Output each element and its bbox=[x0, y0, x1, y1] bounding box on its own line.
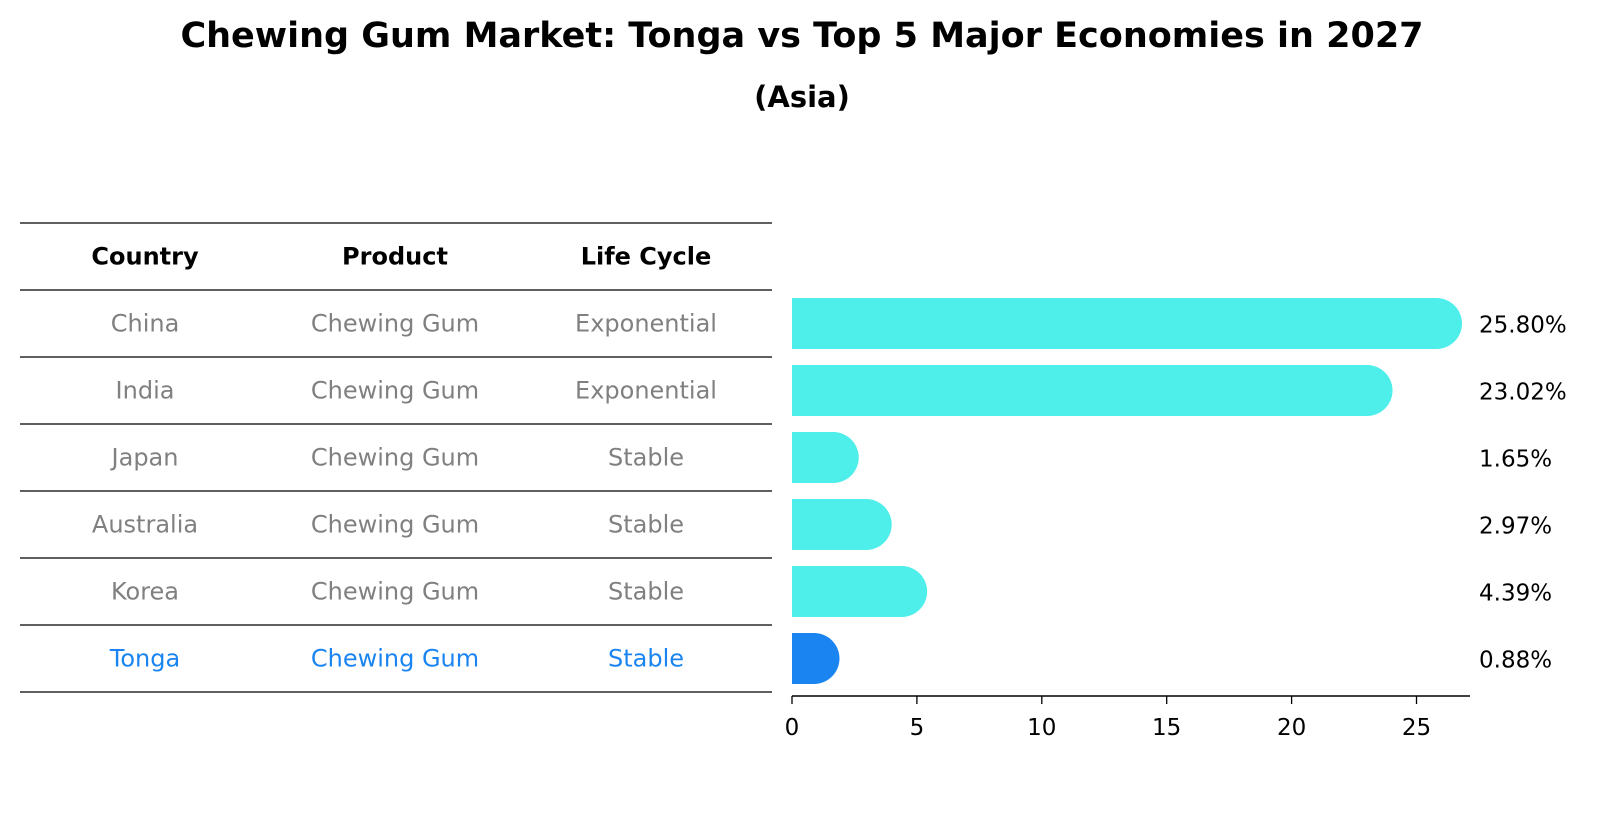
bar-tonga bbox=[792, 633, 840, 684]
x-tick-label: 0 bbox=[785, 715, 800, 741]
bar-australia bbox=[792, 499, 892, 550]
table-cell-country: China bbox=[111, 310, 180, 338]
table-cell-product: Chewing Gum bbox=[311, 444, 479, 472]
x-tick-label: 10 bbox=[1027, 715, 1056, 741]
bar-japan bbox=[792, 432, 859, 483]
header-life-cycle: Life Cycle bbox=[581, 243, 712, 271]
table-row: Tonga Chewing Gum Stable bbox=[109, 645, 684, 673]
table-cell-country: Australia bbox=[92, 511, 198, 539]
value-label-australia: 2.97% bbox=[1479, 514, 1552, 540]
chart-subtitle: (Asia) bbox=[754, 80, 850, 114]
table-cell-country: Korea bbox=[111, 578, 179, 606]
table-cell-product: Chewing Gum bbox=[311, 578, 479, 606]
value-label-tonga: 0.88% bbox=[1479, 648, 1552, 674]
table-cell-life-cycle: Stable bbox=[608, 645, 684, 673]
bar-series bbox=[792, 298, 1462, 684]
value-labels: 25.80% 23.02% 1.65% 2.97% 4.39% 0.88% bbox=[1479, 313, 1567, 674]
header-country: Country bbox=[91, 243, 199, 271]
bar-india bbox=[792, 365, 1393, 416]
table-row: Japan Chewing Gum Stable bbox=[110, 444, 684, 472]
table-row: India Chewing Gum Exponential bbox=[116, 377, 717, 405]
table-cell-country: Japan bbox=[110, 444, 179, 472]
table-cell-country: India bbox=[116, 377, 175, 405]
value-label-china: 25.80% bbox=[1479, 313, 1567, 339]
chart-title: Chewing Gum Market: Tonga vs Top 5 Major… bbox=[180, 16, 1424, 56]
table-row: Korea Chewing Gum Stable bbox=[111, 578, 684, 606]
value-label-india: 23.02% bbox=[1479, 380, 1567, 406]
table-cell-product: Chewing Gum bbox=[311, 377, 479, 405]
table-cell-product: Chewing Gum bbox=[311, 645, 479, 673]
table-cell-life-cycle: Stable bbox=[608, 444, 684, 472]
bar-china bbox=[792, 298, 1462, 349]
x-tick-label: 25 bbox=[1402, 715, 1431, 741]
value-label-korea: 4.39% bbox=[1479, 581, 1552, 607]
table-cell-life-cycle: Exponential bbox=[575, 377, 717, 405]
bar-korea bbox=[792, 566, 928, 617]
value-label-japan: 1.65% bbox=[1479, 447, 1552, 473]
table-cell-country: Tonga bbox=[109, 645, 180, 673]
x-tick-label: 15 bbox=[1152, 715, 1181, 741]
data-table: Country Product Life Cycle China Chewing Gum… bbox=[20, 222, 772, 693]
x-tick-label: 5 bbox=[910, 715, 925, 741]
table-cell-life-cycle: Stable bbox=[608, 511, 684, 539]
x-tick-label: 20 bbox=[1277, 715, 1306, 741]
header-product: Product bbox=[342, 243, 448, 271]
table-row: Australia Chewing Gum Stable bbox=[92, 511, 684, 539]
table-cell-product: Chewing Gum bbox=[311, 310, 479, 338]
table-cell-product: Chewing Gum bbox=[311, 511, 479, 539]
table-cell-life-cycle: Exponential bbox=[575, 310, 717, 338]
table-cell-life-cycle: Stable bbox=[608, 578, 684, 606]
x-axis: 0 5 10 15 20 25 bbox=[785, 695, 1470, 741]
table-row: China Chewing Gum Exponential bbox=[111, 310, 717, 338]
